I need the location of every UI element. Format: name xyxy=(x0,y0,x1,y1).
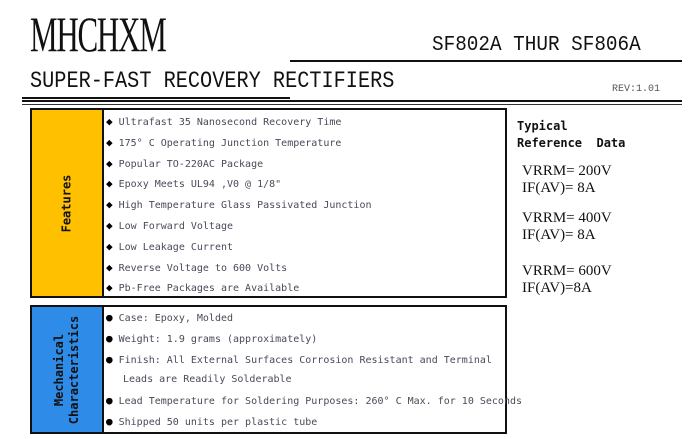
ifav-value: IF(AV)= 8A xyxy=(522,227,596,243)
reference-title: Typical Reference Data xyxy=(517,118,625,152)
ifav-value: IF(AV)=8A xyxy=(522,280,592,296)
list-item: ● Lead Temperature for Soldering Purposes… xyxy=(106,391,522,412)
mechanical-label: Mechanical Characteristics xyxy=(52,315,82,423)
feature-text: Low Leakage Current xyxy=(118,241,234,253)
mechanical-text: Shipped 50 units per plastic tube xyxy=(118,416,318,428)
diamond-bullet-icon: ◆ xyxy=(106,177,113,191)
divider xyxy=(290,60,682,62)
mechanical-list: ● Case: Epoxy, Molded ● Weight: 1.9 grams … xyxy=(106,308,522,433)
diamond-bullet-icon: ◆ xyxy=(106,156,113,170)
feature-text: Popular TO-220AC Package xyxy=(118,158,264,170)
reference-entry: VRRM= 600V IF(AV)=8A xyxy=(522,263,612,297)
diamond-bullet-icon: ◆ xyxy=(106,115,113,128)
list-item: ◆ Low Forward Voltage xyxy=(106,216,372,237)
diamond-bullet-icon: ◆ xyxy=(106,260,113,274)
ifav-value: IF(AV)= 8A xyxy=(522,180,596,196)
revision-label: REV:1.01 xyxy=(612,84,661,95)
list-item: ◆ Reverse Voltage to 600 Volts xyxy=(106,258,372,279)
list-item: Leads are Readily Solderable xyxy=(106,370,522,391)
list-item: ● Case: Epoxy, Molded xyxy=(106,308,522,329)
brand-logo: MHCHXM xyxy=(30,6,167,62)
vrrm-value: VRRM= 600V xyxy=(522,263,612,279)
diamond-bullet-icon: ◆ xyxy=(106,239,113,253)
list-item: ◆ Ultrafast 35 Nanosecond Recovery Time xyxy=(106,112,372,133)
circle-bullet-icon: ● xyxy=(106,331,113,345)
list-item: ◆ Pb-Free Packages are Available xyxy=(106,278,372,299)
feature-text: Pb-Free Packages are Available xyxy=(118,283,300,295)
mechanical-text: Lead Temperature for Soldering Purposes:… xyxy=(118,396,522,408)
vrrm-value: VRRM= 400V xyxy=(522,210,612,226)
list-item: ● Finish: All External Surfaces Corrosion… xyxy=(106,350,522,371)
diamond-bullet-icon: ◆ xyxy=(106,135,113,149)
features-list: ◆ Ultrafast 35 Nanosecond Recovery Time ◆… xyxy=(106,112,372,299)
mechanical-text: Case: Epoxy, Molded xyxy=(118,313,234,324)
reference-title-line2: Reference Data xyxy=(517,136,626,150)
list-item: ● Shipped 50 units per plastic tube xyxy=(106,412,522,433)
mechanical-label-column: Mechanical Characteristics xyxy=(32,307,104,432)
divider xyxy=(22,97,290,99)
reference-entry: VRRM= 400V IF(AV)= 8A xyxy=(522,210,612,244)
mechanical-text: Leads are Readily Solderable xyxy=(123,374,292,386)
list-item: ● Weight: 1.9 grams (approximately) xyxy=(106,329,522,350)
feature-text: Epoxy Meets UL94 ,V0 @ 1/8" xyxy=(118,179,282,191)
mechanical-text: Weight: 1.9 grams (approximately) xyxy=(118,333,318,345)
feature-text: High Temperature Glass Passivated Juncti… xyxy=(118,200,372,212)
divider xyxy=(22,100,682,102)
features-label-column: Features xyxy=(32,110,104,296)
reference-entry: VRRM= 200V IF(AV)= 8A xyxy=(522,163,612,197)
list-item: ◆ High Temperature Glass Passivated Junct… xyxy=(106,195,372,216)
feature-text: Low Forward Voltage xyxy=(118,220,234,232)
circle-bullet-icon: ● xyxy=(106,394,113,408)
mechanical-section: Mechanical Characteristics ● Case: Epoxy, … xyxy=(30,305,522,434)
mechanical-label-line1: Mechanical xyxy=(52,333,66,406)
feature-text: Ultrafast 35 Nanosecond Recovery Time xyxy=(118,117,342,128)
list-item: ◆ Popular TO-220AC Package xyxy=(106,154,372,175)
list-item: ◆ 175° C Operating Junction Temperature xyxy=(106,133,372,154)
diamond-bullet-icon: ◆ xyxy=(106,198,113,212)
features-section: Features ◆ Ultrafast 35 Nanosecond Recove… xyxy=(30,108,507,298)
feature-text: Reverse Voltage to 600 Volts xyxy=(118,262,288,274)
diamond-bullet-icon: ◆ xyxy=(106,281,113,295)
reference-title-line1: Typical xyxy=(517,119,568,133)
diamond-bullet-icon: ◆ xyxy=(106,218,113,232)
divider xyxy=(22,104,682,105)
mechanical-text: Finish: All External Surfaces Corrosion … xyxy=(118,354,492,366)
list-item: ◆ Low Leakage Current xyxy=(106,237,372,258)
page-subtitle: SUPER-FAST RECOVERY RECTIFIERS xyxy=(30,68,395,94)
list-item: ◆ Epoxy Meets UL94 ,V0 @ 1/8" xyxy=(106,174,372,195)
part-range-title: SF802A THUR SF806A xyxy=(432,34,641,57)
vrrm-value: VRRM= 200V xyxy=(522,163,612,179)
feature-text: 175° C Operating Junction Temperature xyxy=(118,137,342,149)
circle-bullet-icon: ● xyxy=(106,414,113,428)
features-label: Features xyxy=(59,174,74,232)
circle-bullet-icon: ● xyxy=(106,352,113,366)
circle-bullet-icon: ● xyxy=(106,311,113,324)
mechanical-label-line2: Characteristics xyxy=(67,315,81,424)
